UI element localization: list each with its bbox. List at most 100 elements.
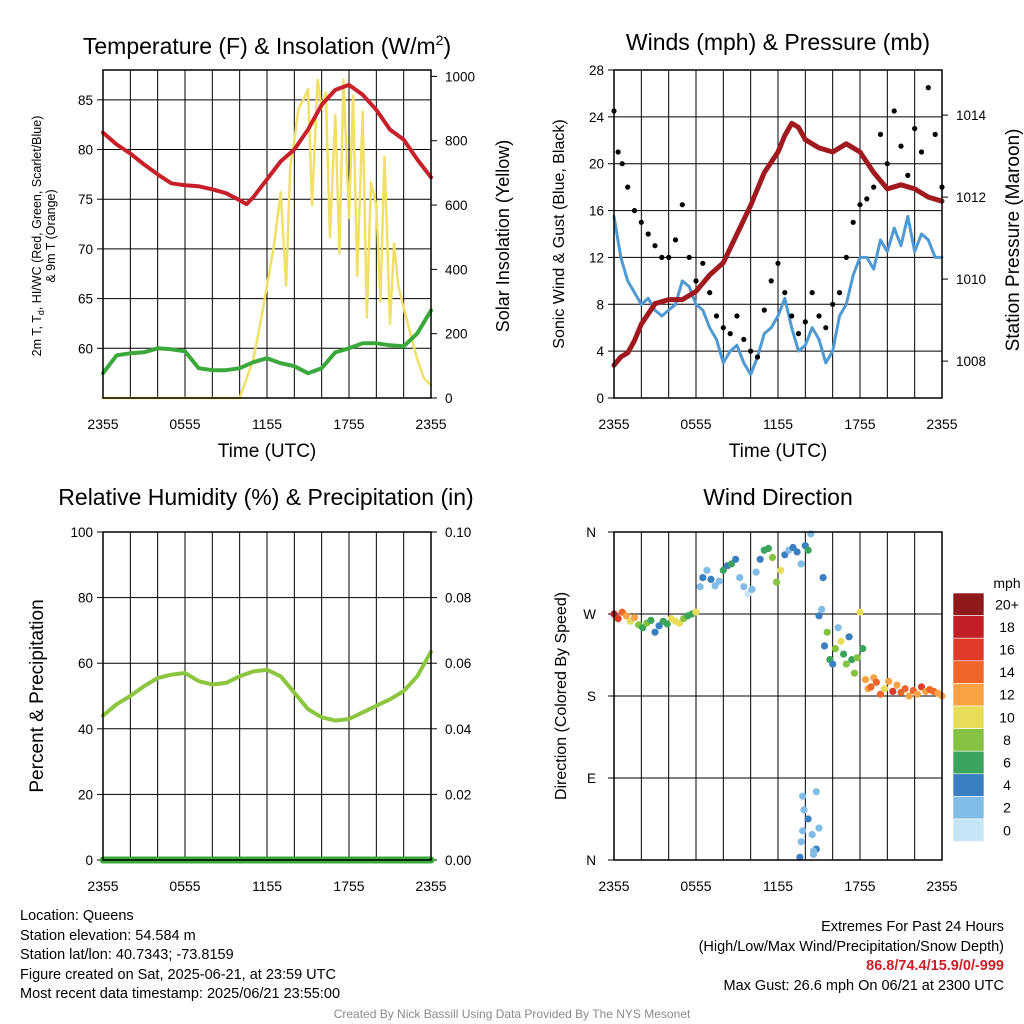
colorbar-swatch: [952, 637, 985, 662]
humidity-ytick-left-label: 100: [70, 525, 93, 540]
direction-point: [861, 676, 870, 684]
winds-ytick-right-label: 1010: [956, 272, 986, 287]
max-gust-text: Max Gust: 26.6 mph On 06/21 at 2300 UTC: [723, 977, 1004, 994]
direction-point: [781, 551, 789, 559]
colorbar-swatch: [952, 728, 985, 752]
temperature-ylabel-right: Solar Insolation (Yellow): [493, 140, 513, 332]
direction-point: [819, 574, 827, 582]
direction-point: [699, 574, 707, 582]
direction-point: [719, 566, 727, 574]
direction-point: [804, 815, 812, 823]
gust-point: [727, 331, 733, 337]
gust-point: [912, 126, 918, 132]
colorbar-swatch: [952, 615, 985, 639]
gust-point: [652, 243, 658, 249]
direction-point: [850, 669, 859, 677]
direction-ytick-label: S: [587, 689, 596, 704]
direction-point: [913, 690, 922, 698]
gust-point: [898, 143, 904, 149]
gust-point: [905, 172, 911, 178]
humidity-frame: [102, 531, 432, 861]
humidity-ytick-right-label: 0.06: [445, 656, 471, 671]
temperature-title: Temperature (F) & Insolation (W/m2): [83, 32, 451, 59]
direction-point: [663, 620, 671, 628]
temperature-ytick-right-label: 800: [445, 134, 468, 149]
temperature-ytick-right-label: 600: [445, 198, 468, 213]
direction-point: [800, 806, 808, 814]
direction-point: [707, 575, 715, 584]
direction-point: [692, 608, 700, 616]
colorbar-label: 4: [1003, 777, 1011, 793]
gust-point: [713, 313, 720, 319]
gust-point: [823, 325, 829, 331]
direction-point: [853, 654, 861, 662]
temperature-xtick-label: 1155: [252, 416, 282, 432]
direction-point: [831, 645, 840, 653]
humidity-xtick-label: 0555: [169, 878, 200, 894]
direction-frame: [613, 531, 943, 861]
gust-point: [619, 161, 625, 167]
wind-speed-line: [612, 214, 944, 377]
winds-chart: 2355 0555 1155 1755 2355 0 4 8 12 16 20 24 28 1008 101…: [589, 63, 987, 432]
recent-data-text: Most recent data timestamp: 2025/06/21 2…: [20, 986, 341, 1002]
colorbar-label: 0: [1003, 822, 1011, 838]
temperature-ytick-right-label: 200: [445, 327, 468, 342]
direction-point: [793, 548, 801, 556]
winds-xtick-label: 1755: [844, 416, 875, 432]
gust-point: [816, 313, 822, 319]
gust-point: [754, 354, 761, 360]
direction-point: [777, 566, 785, 574]
temperature-series-0: [101, 82, 433, 207]
extremes-info: Extremes For Past 24 Hours (High/Low/Max…: [699, 918, 1004, 996]
winds-xtick-label: 1155: [763, 416, 793, 432]
direction-point: [815, 612, 823, 620]
direction-point: [804, 546, 812, 554]
winds-ytick-left-label: 16: [589, 204, 604, 219]
humidity-ytick-left-label: 20: [78, 787, 93, 802]
colorbar-label: 14: [999, 664, 1015, 680]
direction-point: [815, 824, 823, 832]
humidity-ytick-left-label: 60: [78, 656, 93, 671]
direction-point: [834, 624, 842, 632]
direction-ytick-label: N: [586, 525, 596, 540]
direction-point: [840, 650, 848, 658]
direction-point: [829, 660, 837, 668]
colorbar-swatch: [952, 683, 985, 707]
gust-point: [836, 290, 843, 296]
colorbar-label: 6: [1003, 755, 1011, 771]
gust-point: [666, 254, 672, 260]
temperature-xtick-label: 2355: [87, 416, 118, 432]
direction-point: [703, 566, 711, 574]
gust-point: [857, 202, 863, 208]
direction-xtick-label: 2355: [598, 878, 629, 894]
direction-xtick-label: 2355: [926, 878, 957, 894]
temperature-ytick-left-label: 65: [78, 292, 93, 307]
direction-point: [715, 577, 723, 585]
direction-point: [748, 585, 756, 594]
credit-text: Created By Nick Bassill Using Data Provi…: [333, 1007, 691, 1021]
direction-point: [837, 637, 845, 645]
colorbar-label: 20+: [995, 596, 1019, 612]
temperature-xtick-label: 0555: [169, 416, 200, 432]
direction-point: [881, 685, 889, 693]
colorbar-swatch: [952, 705, 985, 729]
temperature-ytick-left-label: 85: [78, 93, 93, 108]
direction-point: [905, 692, 913, 700]
direction-point: [893, 681, 901, 689]
direction-point: [736, 574, 744, 582]
colorbar-swatch: [952, 592, 985, 616]
colorbar-swatch: [952, 750, 985, 775]
humidity-title: Relative Humidity (%) & Precipitation (i…: [58, 484, 473, 510]
winds-ytick-left-label: 4: [596, 344, 604, 359]
direction-point: [799, 827, 807, 835]
temperature-ylabel-left: 2m T, Td, HI/WC (Red, Green, Scarlet/Blu…: [30, 116, 46, 357]
winds-ytick-left-label: 28: [589, 63, 604, 78]
temperature-ytick-left-label: 70: [78, 242, 93, 257]
winds-xtick-label: 2355: [598, 416, 629, 432]
direction-point: [842, 660, 850, 668]
direction-xtick-label: 1155: [763, 878, 793, 894]
winds-xlabel: Time (UTC): [729, 441, 828, 462]
direction-ytick-label: N: [586, 853, 596, 868]
gust-point: [672, 237, 679, 243]
direction-point: [809, 847, 818, 855]
